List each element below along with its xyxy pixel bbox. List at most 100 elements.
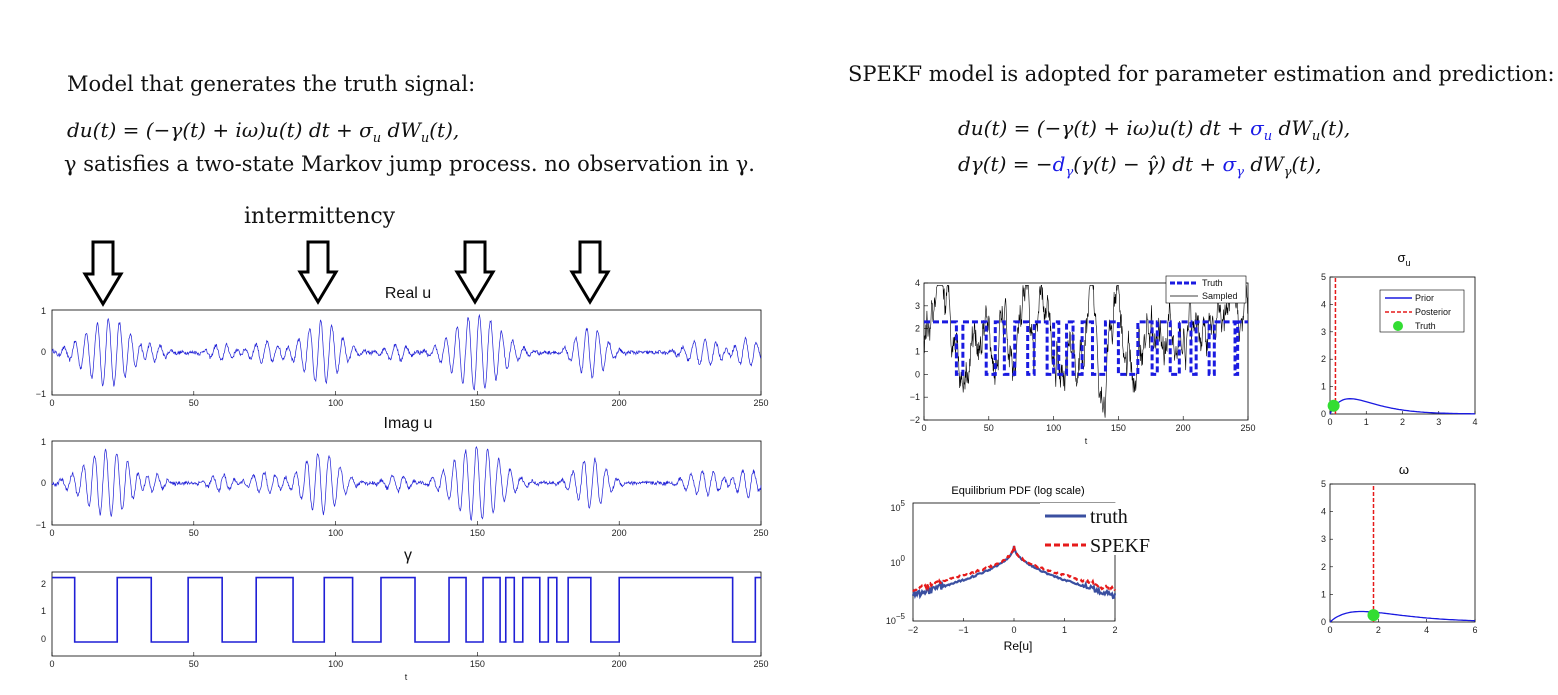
spekf-equation-u: du(t) = (−γ(t) + iω)u(t) dt + σu dWu(t), [958,116,1351,144]
xtick: 2 [1400,417,1405,427]
legend-marker-truth [1393,321,1403,331]
ytick: −1 [910,392,920,402]
omega-title: ω [1399,462,1409,477]
xtick: −2 [908,625,918,635]
legend-truth: Truth [1202,278,1223,288]
down-arrow-icon [82,240,124,307]
xtick: 250 [753,659,768,669]
spekf-equation-gamma: dγ(t) = −dγ(γ(t) − γ̂) dt + σγ dWγ(t), [958,152,1322,180]
legend-prior: Prior [1415,293,1434,303]
panel-title-real: Real u [385,285,431,302]
down-arrow-icon [454,240,496,305]
down-arrow-icon [569,240,611,305]
sigma-u-title: σu [1397,250,1410,268]
ytick: −1 [36,389,46,399]
ytick: 3 [915,301,920,311]
xtick: 200 [612,398,627,408]
xtick: 250 [753,528,768,538]
xtick: 0 [1011,625,1016,635]
xtick: 0 [1327,625,1332,635]
gamma-series [52,576,761,643]
ytick: 0 [1321,409,1326,419]
pdf-title: Equilibrium PDF (log scale) [951,485,1084,497]
xtick: 150 [470,398,485,408]
right-heading: SPEKF model is adopted for parameter est… [848,62,1555,86]
pdf-xlabel: Re[u] [1004,639,1033,653]
omega-truth-dot [1367,609,1380,622]
ytick: 5 [1321,479,1326,489]
xtick: 200 [612,528,627,538]
xtick: 100 [1046,423,1061,433]
xtick: 50 [984,423,994,433]
ytick: 4 [1321,299,1326,309]
legend-box [1165,275,1247,304]
ytick: 0 [41,478,46,488]
imag-u-axes [51,440,762,526]
xlabel-t: t [405,672,408,682]
xtick: 0 [921,423,926,433]
xtick: 150 [1111,423,1126,433]
ytick: −2 [910,415,920,425]
ytick: 1 [915,347,920,357]
xtick: 200 [1176,423,1191,433]
xtick: 250 [1240,423,1255,433]
xtick: 3 [1436,417,1441,427]
truth-series [924,320,1248,376]
gamma-note: γ satisfies a two-state Markov jump proc… [64,152,755,176]
real-u-series [51,313,762,391]
ytick: 1 [1321,382,1326,392]
xtick: 100 [328,398,343,408]
sampled-series [923,284,1249,418]
svg-text:100: 100 [891,554,906,568]
xtick: 150 [470,528,485,538]
ytick: 2 [41,579,46,589]
down-arrow-icon [297,240,339,305]
ytick: 1 [41,606,46,616]
xtick: 0 [49,398,54,408]
ytick: 2 [1321,562,1326,572]
intermittency-label: intermittency [244,204,396,229]
ytick: 1 [41,437,46,447]
xtick: 50 [189,528,199,538]
legend-sampled: Sampled [1202,291,1238,301]
pdf-yticks: 105 100 10−5 [886,499,906,626]
sigma-truth-dot [1327,399,1340,412]
ytick: 4 [1321,507,1326,517]
xtick: 100 [328,659,343,669]
svg-text:105: 105 [891,499,906,513]
sigma-prior-curve [1329,398,1475,415]
xtick: 4 [1472,417,1477,427]
ytick: 0 [41,347,46,357]
gamma-axes [51,571,762,657]
omega-axes [1329,483,1476,623]
xtick: 1 [1062,625,1067,635]
xtick: 6 [1472,625,1477,635]
xtick: 100 [328,528,343,538]
pdf-spekf-curve [912,545,1117,593]
ytick: 1 [41,306,46,316]
xtick: 4 [1424,625,1429,635]
xlabel-t: t [1085,436,1088,446]
ytick: −1 [36,520,46,530]
ytick: 4 [915,278,920,288]
xtick: 1 [1364,417,1369,427]
ytick: 5 [1321,272,1326,282]
xtick: 2 [1376,625,1381,635]
gamma-estimate-axes [923,282,1249,421]
panel-title-gamma: γ [404,547,412,564]
ytick: 0 [1321,617,1326,627]
ytick: 2 [915,324,920,334]
legend-spekf: SPEKF [1090,535,1150,557]
ytick: 3 [1321,534,1326,544]
legend-posterior: Posterior [1415,307,1451,317]
ytick: 2 [1321,354,1326,364]
left-heading: Model that generates the truth signal: [67,72,476,96]
legend-truth-sigma: Truth [1415,321,1436,331]
xtick: 0 [49,528,54,538]
svg-text:10−5: 10−5 [886,612,906,626]
imag-u-series [51,446,762,522]
legend-truth-pdf: truth [1090,506,1128,528]
xtick: 0 [49,659,54,669]
xtick: 250 [753,398,768,408]
